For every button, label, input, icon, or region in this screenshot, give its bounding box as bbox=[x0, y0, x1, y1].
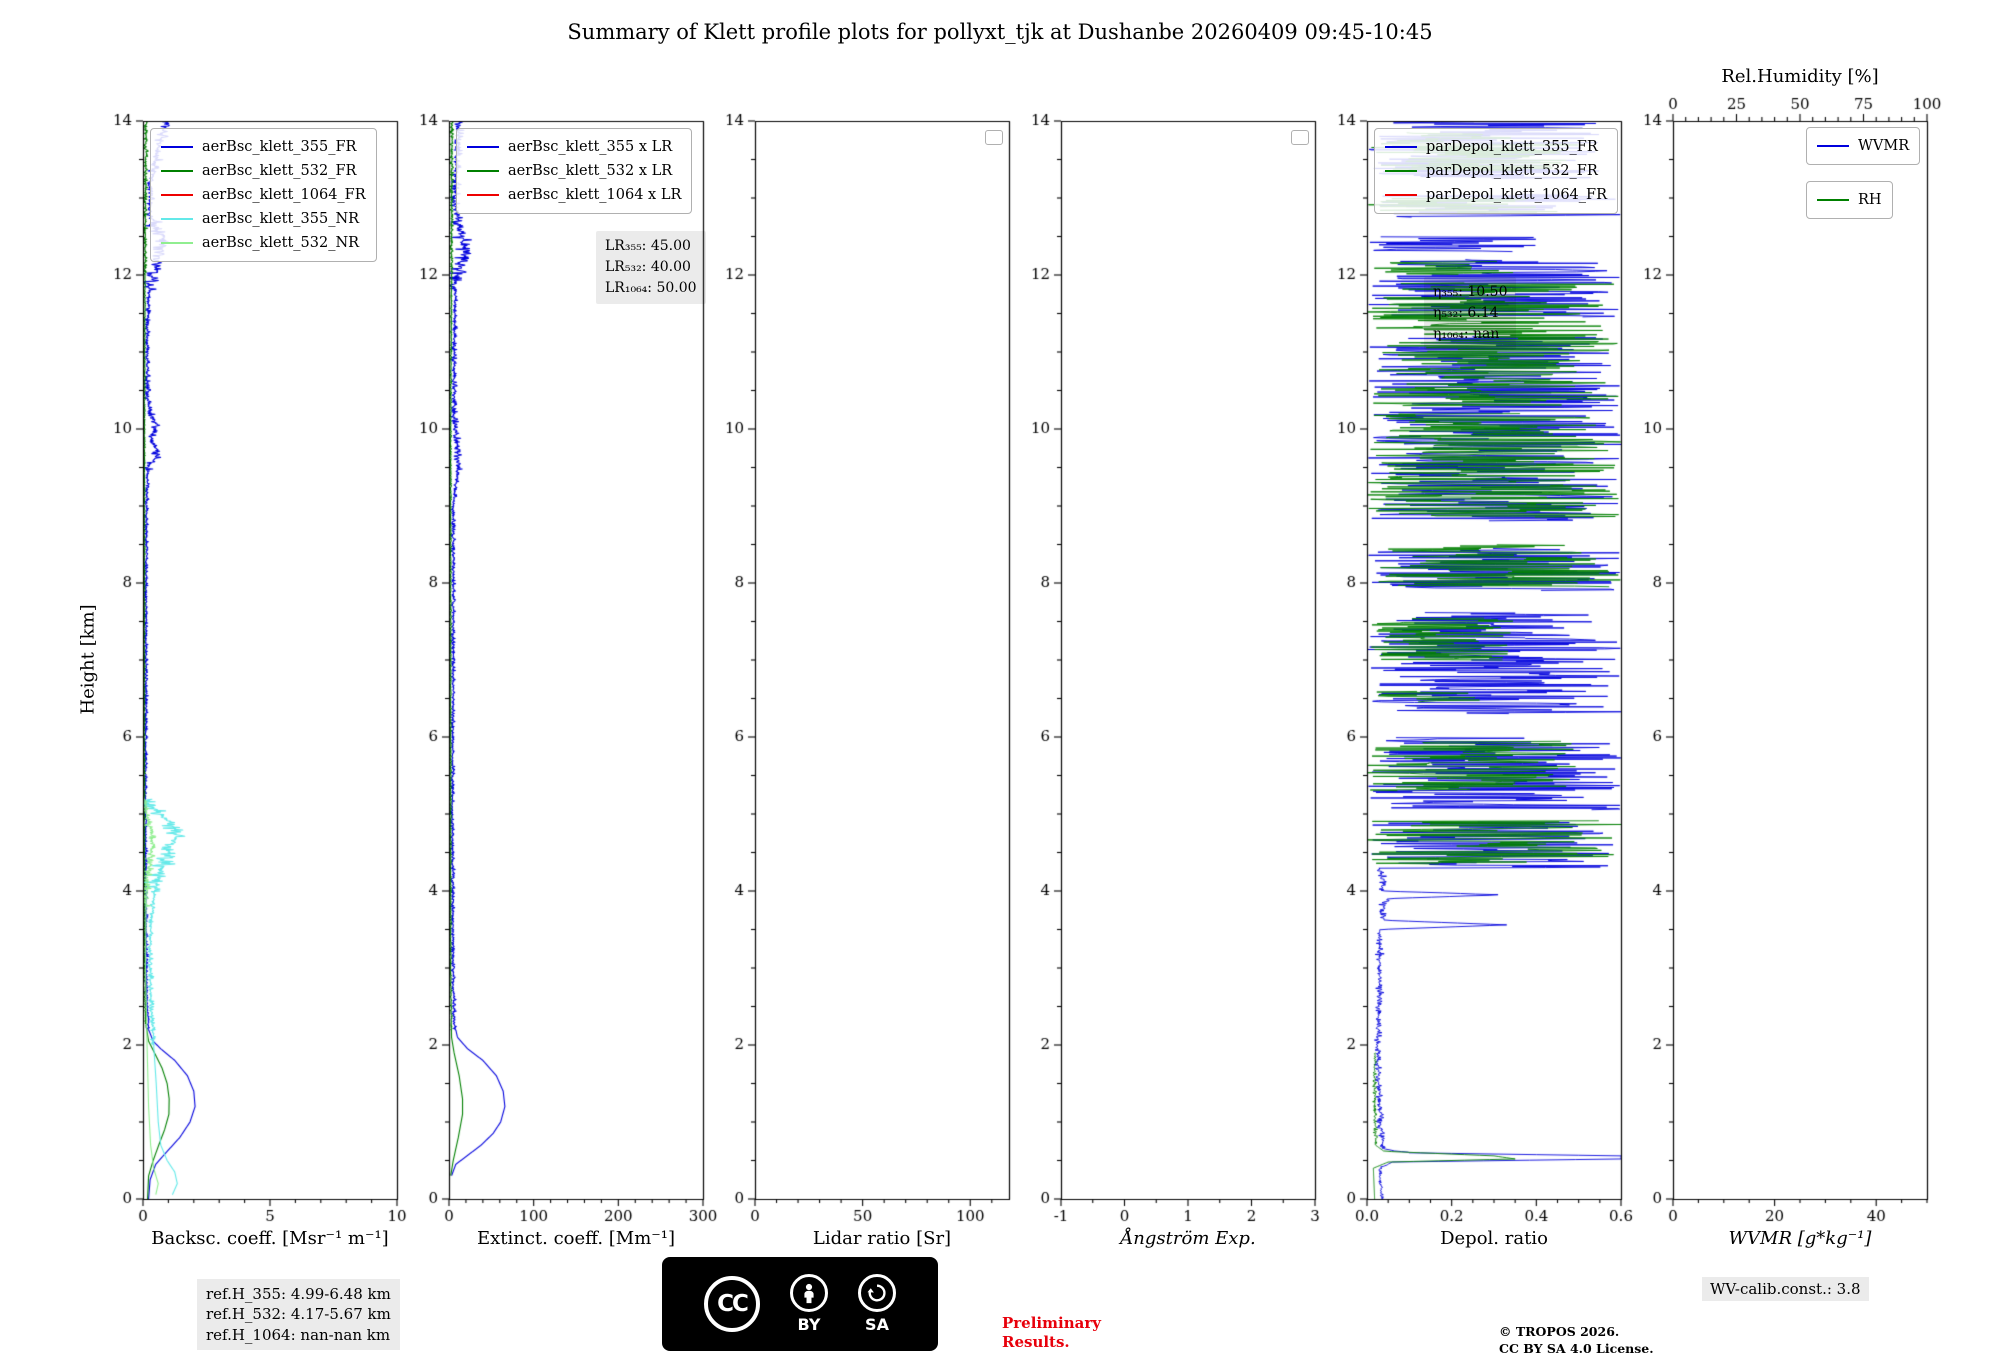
annotation-line: ref.H_1064: nan-nan km bbox=[206, 1325, 391, 1344]
cc-sa-column: SA bbox=[858, 1274, 896, 1334]
lidar-ratio-annotation: LR₃₅₅: 45.00 LR₅₃₂: 40.00 LR₁₀₆₄: 50.00 bbox=[596, 231, 706, 304]
annotation-line: LR₁₀₆₄: 50.00 bbox=[605, 280, 697, 296]
legend-depol: parDepol_klett_355_FR parDepol_klett_532… bbox=[1374, 128, 1619, 214]
annotation-line: η₅₃₂: 6.14 bbox=[1433, 305, 1499, 321]
legend-empty-angstroem bbox=[1291, 130, 1309, 145]
annotation-line: LR₅₃₂: 40.00 bbox=[605, 259, 691, 275]
annotation-line: LR₃₅₅: 45.00 bbox=[605, 238, 691, 254]
xlabel-depol: Depol. ratio bbox=[1440, 1228, 1548, 1249]
legend-item: WVMR bbox=[1817, 134, 1909, 158]
annotation-line: η₃₅₅: 10.50 bbox=[1433, 284, 1508, 300]
person-icon bbox=[790, 1274, 828, 1312]
xlabel-backscatter: Backsc. coeff. [Msr⁻¹ m⁻¹] bbox=[151, 1228, 389, 1249]
legend-line-swatch bbox=[161, 146, 193, 148]
cc-by-label: BY bbox=[797, 1315, 821, 1334]
xlabel-angstroem: Ångström Exp. bbox=[1120, 1228, 1256, 1249]
legend-wvmr: WVMR bbox=[1806, 127, 1921, 165]
legend-line-swatch bbox=[161, 218, 193, 220]
legend-item: aerBsc_klett_1064 x LR bbox=[467, 183, 681, 207]
legend-item: aerBsc_klett_355_FR bbox=[161, 135, 366, 159]
legend-item: parDepol_klett_355_FR bbox=[1385, 135, 1607, 159]
toplabel-rel-humidity: Rel.Humidity [%] bbox=[1721, 66, 1879, 87]
legend-line-swatch bbox=[161, 194, 193, 196]
legend-line-swatch bbox=[161, 170, 193, 172]
legend-empty-lidar-ratio bbox=[985, 130, 1003, 145]
xlabel-wvmr: WVMR [g*kg⁻¹] bbox=[1728, 1228, 1872, 1249]
share-alike-icon bbox=[858, 1274, 896, 1312]
reference-height-annotation: ref.H_355: 4.99-6.48 km ref.H_532: 4.17-… bbox=[197, 1279, 400, 1350]
chart-title: Summary of Klett profile plots for polly… bbox=[567, 20, 1433, 44]
cc-by-sa-badge: CC BY SA bbox=[662, 1257, 938, 1351]
legend-item: aerBsc_klett_532_NR bbox=[161, 231, 366, 255]
legend-item: RH bbox=[1817, 188, 1882, 212]
tropos-copyright: © TROPOS 2026. CC BY SA 4.0 License. bbox=[1499, 1324, 1654, 1356]
legend-item: parDepol_klett_532_FR bbox=[1385, 159, 1607, 183]
annotation-line: ref.H_355: 4.99-6.48 km bbox=[206, 1285, 391, 1303]
cc-logo: CC bbox=[704, 1276, 760, 1332]
legend-line-swatch bbox=[467, 146, 499, 148]
legend-line-swatch bbox=[467, 170, 499, 172]
cc-by-column: BY bbox=[790, 1274, 828, 1334]
legend-item: aerBsc_klett_1064_FR bbox=[161, 183, 366, 207]
cc-sa-label: SA bbox=[865, 1315, 889, 1334]
legend-item: aerBsc_klett_532_FR bbox=[161, 159, 366, 183]
annotation-line: ref.H_532: 4.17-5.67 km bbox=[206, 1305, 391, 1324]
legend-line-swatch bbox=[1385, 194, 1417, 196]
legend-line-swatch bbox=[1817, 145, 1849, 147]
legend-line-swatch bbox=[1385, 170, 1417, 172]
legend-line-swatch bbox=[1385, 146, 1417, 148]
y-axis-label: Height [km] bbox=[77, 604, 99, 715]
preliminary-results-note: Preliminary Results. bbox=[1002, 1314, 1101, 1351]
legend-item: aerBsc_klett_532 x LR bbox=[467, 159, 681, 183]
legend-line-swatch bbox=[161, 242, 193, 244]
annotation-line: η₁₀₆₄: nan bbox=[1433, 326, 1500, 342]
legend-item: aerBsc_klett_355 x LR bbox=[467, 135, 681, 159]
legend-line-swatch bbox=[467, 194, 499, 196]
legend-item: aerBsc_klett_355_NR bbox=[161, 207, 366, 231]
xlabel-extinction: Extinct. coeff. [Mm⁻¹] bbox=[476, 1228, 676, 1249]
legend-item: parDepol_klett_1064_FR bbox=[1385, 183, 1607, 207]
wv-calibration-annotation: WV-calib.const.: 3.8 bbox=[1702, 1277, 1869, 1301]
legend-extinction: aerBsc_klett_355 x LR aerBsc_klett_532 x… bbox=[456, 128, 693, 214]
legend-backscatter: aerBsc_klett_355_FR aerBsc_klett_532_FR … bbox=[150, 128, 377, 262]
legend-rh: RH bbox=[1806, 181, 1893, 219]
eta-annotation: η₃₅₅: 10.50 η₅₃₂: 6.14 η₁₀₆₄: nan bbox=[1424, 277, 1517, 350]
legend-line-swatch bbox=[1817, 199, 1849, 201]
xlabel-lidar-ratio: Lidar ratio [Sr] bbox=[812, 1228, 952, 1249]
